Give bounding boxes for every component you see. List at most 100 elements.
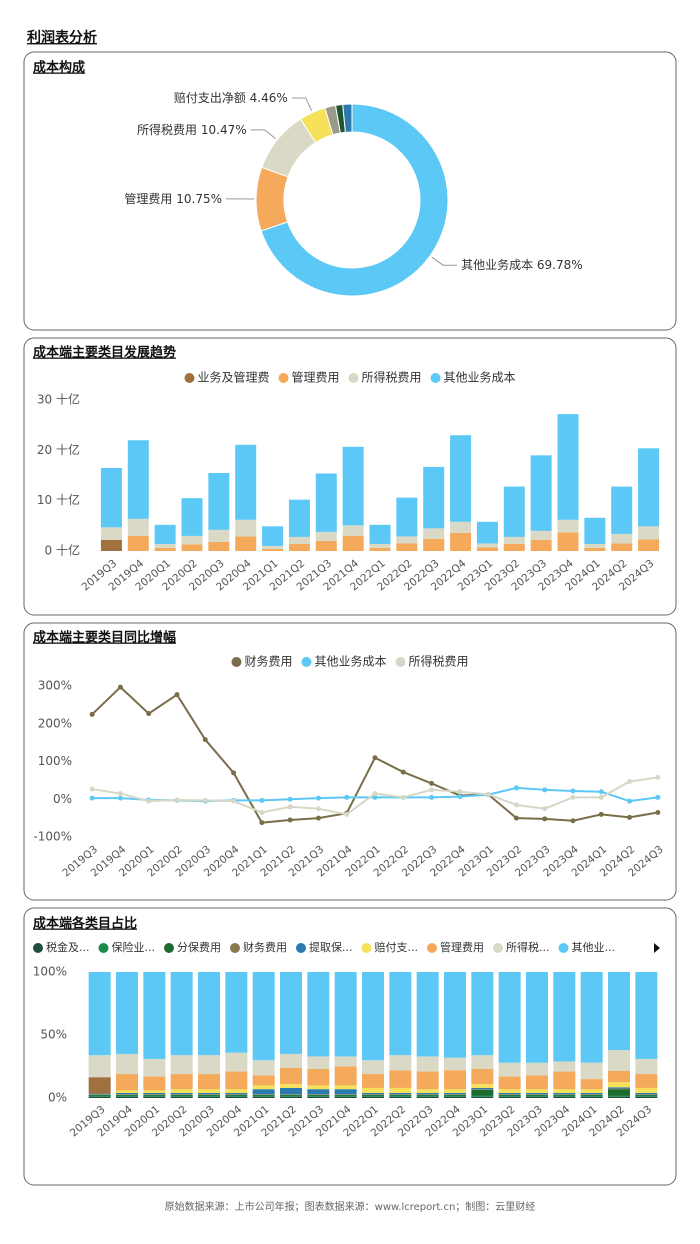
bar-segment bbox=[503, 536, 525, 544]
bar-segment bbox=[198, 1094, 220, 1096]
bar-segment bbox=[280, 1094, 302, 1095]
bar-segment bbox=[611, 486, 633, 534]
line-marker bbox=[202, 737, 208, 743]
bar-segment bbox=[198, 1092, 220, 1095]
bar-segment bbox=[280, 972, 302, 1054]
bar-segment bbox=[389, 1095, 412, 1097]
legend-swatch bbox=[301, 657, 312, 667]
bar-segment bbox=[362, 1087, 384, 1093]
line-marker bbox=[344, 811, 350, 817]
bar-segment bbox=[635, 1074, 658, 1088]
line-marker bbox=[598, 789, 604, 795]
bar-segment bbox=[553, 1089, 576, 1093]
y-tick-label: 100% bbox=[38, 754, 72, 768]
bar-segment bbox=[580, 972, 603, 1063]
bar-segment bbox=[252, 1075, 275, 1086]
bar-segment bbox=[416, 972, 439, 1057]
bar-segment bbox=[116, 1094, 138, 1095]
legend-swatch bbox=[98, 943, 109, 953]
bar-segment bbox=[143, 1076, 166, 1091]
bar-segment bbox=[262, 548, 284, 551]
panel bbox=[23, 337, 677, 616]
bar-segment bbox=[450, 435, 472, 522]
legend-label: 其他业务成本 bbox=[314, 654, 386, 669]
bar-segment bbox=[307, 1096, 330, 1098]
bar-segment bbox=[608, 1096, 630, 1098]
legend: 财务费用 其他业务成本 所得税费用 bbox=[231, 654, 469, 669]
bar-segment bbox=[369, 547, 391, 551]
bar-segment bbox=[307, 1095, 330, 1097]
bar-segment bbox=[526, 972, 548, 1063]
bar-segment bbox=[526, 1095, 548, 1097]
bar-segment bbox=[154, 543, 176, 548]
bar-segment bbox=[580, 1096, 603, 1098]
line-marker bbox=[429, 794, 435, 800]
bar-segment bbox=[553, 1092, 576, 1095]
bar-segment bbox=[553, 1061, 576, 1072]
legend: 税金及... 保险业... 分保费用 财务费用 提取保... 赔付支... 管理费用 所得税.… bbox=[33, 940, 615, 954]
bar-segment bbox=[416, 1095, 439, 1097]
line-marker bbox=[372, 755, 378, 761]
bar-segment bbox=[389, 1087, 412, 1093]
bar-segment bbox=[530, 455, 552, 531]
y-tick-label: 30 十亿 bbox=[37, 392, 80, 407]
slice-label: 其他业务成本 69.78% bbox=[461, 257, 583, 272]
bar-segment bbox=[143, 1095, 166, 1097]
bar-segment bbox=[580, 1094, 603, 1095]
legend-label: 管理费用 bbox=[440, 940, 484, 954]
slice-name: 管理费用 bbox=[124, 190, 172, 205]
bar-segment bbox=[288, 536, 310, 544]
bar-segment bbox=[608, 1087, 630, 1089]
line-marker bbox=[259, 820, 265, 826]
line-marker bbox=[344, 794, 350, 800]
bar-segment bbox=[362, 1094, 384, 1096]
line-marker bbox=[570, 794, 576, 800]
bar-segment bbox=[608, 1088, 630, 1090]
footer: 原始数据来源：上市公司年报；图表数据来源：www.lcreport.cn；制图：… bbox=[165, 1200, 536, 1213]
y-tick-label: 0 十亿 bbox=[45, 543, 80, 558]
panel-title: 成本构成 bbox=[33, 60, 85, 76]
bar-segment bbox=[362, 1095, 384, 1097]
bar-segment bbox=[252, 1085, 275, 1090]
bar-segment bbox=[476, 547, 498, 551]
y-tick-label: 100% bbox=[33, 965, 67, 979]
bar-segment bbox=[580, 1095, 603, 1097]
line-marker bbox=[315, 815, 321, 821]
bar-segment bbox=[143, 1094, 166, 1096]
bar-segment bbox=[471, 1069, 494, 1085]
bar-segment bbox=[280, 1094, 302, 1096]
legend-label: 所得税费用 bbox=[409, 654, 469, 669]
bar-segment bbox=[608, 1050, 630, 1071]
line-marker bbox=[89, 711, 95, 717]
bar-segment bbox=[225, 1071, 248, 1090]
bar-segment bbox=[143, 1092, 166, 1095]
bar-segment bbox=[635, 1094, 658, 1096]
bar-segment bbox=[635, 1094, 658, 1095]
legend-more-arrow[interactable] bbox=[654, 943, 660, 953]
bar-segment bbox=[225, 1096, 248, 1098]
bar-segment bbox=[154, 524, 176, 544]
bar-segment bbox=[396, 543, 418, 551]
y-tick-label: -100% bbox=[33, 830, 72, 844]
bar-segment bbox=[154, 547, 176, 551]
bar-segment bbox=[611, 533, 633, 544]
donut-slice bbox=[342, 103, 353, 133]
line-marker bbox=[231, 798, 237, 804]
bar-segment bbox=[498, 1092, 521, 1095]
bar-segment bbox=[88, 972, 111, 1056]
bar-segment bbox=[530, 530, 552, 540]
line-marker bbox=[372, 794, 378, 800]
legend-swatch bbox=[231, 657, 242, 667]
legend-label: 所得税费用 bbox=[362, 370, 422, 385]
bar-segment bbox=[580, 1062, 603, 1080]
bar-segment bbox=[170, 1094, 193, 1095]
bar-segment bbox=[498, 1062, 521, 1077]
line-marker bbox=[89, 795, 95, 801]
line-marker bbox=[598, 811, 604, 817]
bar-segment bbox=[530, 539, 552, 551]
bar-segment bbox=[498, 1094, 521, 1096]
bar-segment bbox=[503, 543, 525, 551]
bar-segment bbox=[553, 1094, 576, 1095]
bar-segment bbox=[362, 1060, 384, 1075]
legend-label: 财务费用 bbox=[243, 940, 287, 954]
